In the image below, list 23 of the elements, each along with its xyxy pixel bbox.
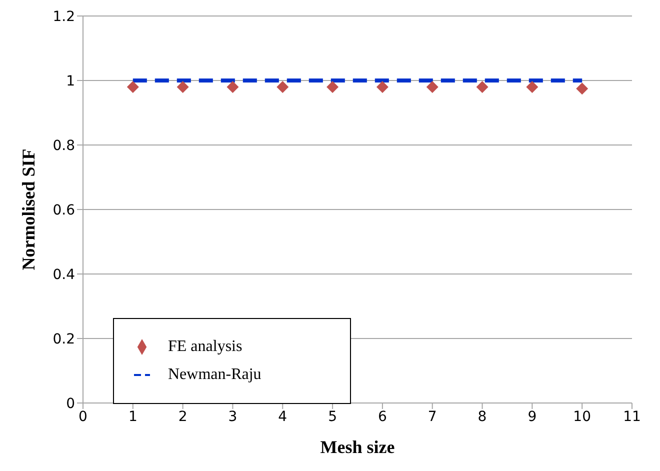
y-tick-label: 0.4	[52, 266, 76, 283]
x-tick-label: 7	[428, 408, 437, 425]
y-tick-label: 0.8	[52, 138, 75, 154]
x-tick-label: 1	[128, 408, 138, 425]
x-tick-label: 2	[178, 408, 188, 425]
legend-label: FE analysis	[168, 338, 242, 355]
legend-label: Newman-Raju	[168, 366, 262, 383]
y-axis-title: Normolised SIF	[18, 148, 38, 270]
x-tick-label: 10	[573, 408, 592, 425]
x-tick-label: 11	[623, 408, 641, 425]
y-tick-label: 1	[66, 73, 75, 90]
y-tick-label: 0	[66, 396, 75, 412]
y-tick-label: 0.2	[52, 331, 75, 348]
x-tick-label: 8	[478, 408, 487, 425]
y-tick-label: 1.2	[52, 8, 75, 25]
y-tick-label: 0.6	[52, 202, 76, 218]
x-tick-label: 3	[228, 408, 238, 425]
x-tick-label: 5	[328, 408, 338, 425]
x-tick-label: 0	[78, 408, 88, 425]
x-tick-label: 4	[278, 408, 288, 425]
x-tick-label: 6	[378, 408, 387, 425]
x-tick-label: 9	[528, 408, 537, 425]
x-axis-title: Mesh size	[320, 437, 395, 457]
